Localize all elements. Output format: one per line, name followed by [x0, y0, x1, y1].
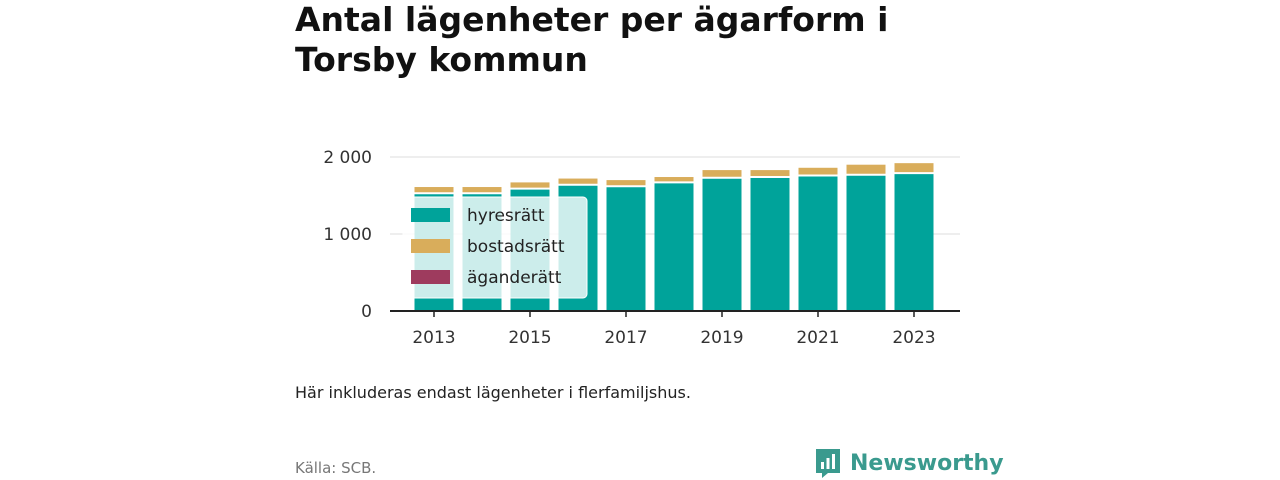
chart-note: Här inkluderas endast lägenheter i flerf… [295, 383, 691, 402]
bar-segment [750, 177, 790, 311]
bar-segment [894, 163, 934, 174]
bar-segment [510, 182, 550, 189]
legend-label: äganderätt [467, 268, 562, 288]
brand-name: Newsworthy [850, 450, 1004, 476]
x-tick-label: 2019 [700, 328, 743, 348]
x-tick-label: 2023 [892, 328, 935, 348]
bar-segment [750, 170, 790, 178]
axes: 0 1 000 2 000 2013 2015 2017 2019 2021 2023 [323, 148, 960, 348]
x-tick-label: 2017 [604, 328, 647, 348]
x-tick-label: 2021 [796, 328, 839, 348]
x-tick-label: 2013 [412, 328, 455, 348]
bar-segment [846, 164, 886, 175]
chart-source: Källa: SCB. [295, 459, 377, 477]
bar-segment [606, 180, 646, 187]
bar-segment [702, 177, 742, 311]
legend-swatch [411, 270, 450, 284]
legend-swatch [411, 208, 450, 222]
bar-segment [846, 174, 886, 311]
bar-segment [798, 175, 838, 311]
y-tick-label: 0 [361, 302, 372, 322]
bar-segment [414, 187, 454, 194]
bar-segment [894, 173, 934, 311]
y-tick-label: 2 000 [323, 148, 372, 168]
legend-swatch [411, 239, 450, 253]
bar-segment [654, 177, 694, 183]
brand-logo: Newsworthy [814, 446, 1004, 480]
bar-segment [462, 187, 502, 194]
y-tick-label: 1 000 [323, 225, 372, 245]
bar-chart-speech-bubble-icon [816, 449, 840, 478]
legend-label: bostadsrätt [467, 237, 565, 257]
bar-segment [798, 167, 838, 176]
x-tick-label: 2015 [508, 328, 551, 348]
legend-label: hyresrätt [467, 206, 545, 226]
bar-segment [606, 186, 646, 311]
bar-segment [654, 182, 694, 311]
bar-segment [702, 170, 742, 178]
bar-segment [558, 178, 598, 185]
legend: hyresrätt bostadsrätt äganderätt [402, 196, 588, 299]
chart-title: Antal lägenheter per ägarform i Torsby k… [295, 0, 889, 79]
